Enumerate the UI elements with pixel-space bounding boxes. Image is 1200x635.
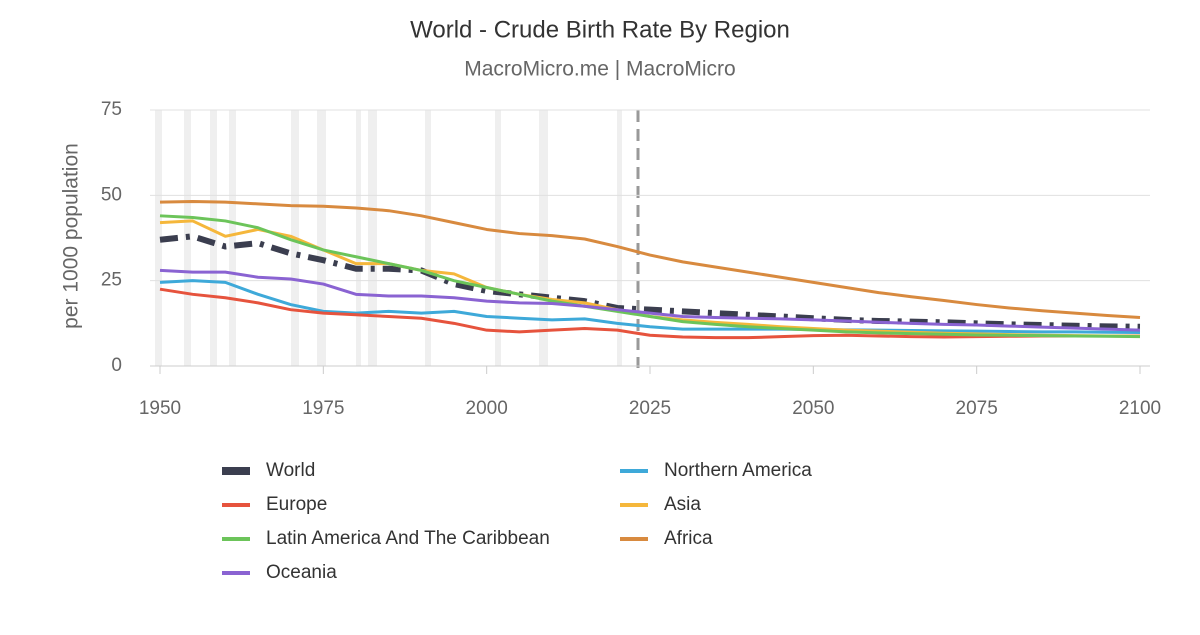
series-line [159, 233, 1141, 330]
y-axis-label: per 1000 population [60, 143, 83, 329]
recession-bands [155, 110, 622, 366]
series-line [159, 279, 1141, 335]
y-tick-label: 25 [101, 270, 122, 291]
legend-label: Oceania [266, 562, 337, 583]
x-tick-label: 2000 [466, 398, 508, 419]
legend-label: Europe [266, 494, 327, 515]
series-line [159, 214, 1141, 339]
y-tick-label: 0 [111, 355, 122, 376]
series-line [159, 287, 1140, 340]
x-tick-label: 1950 [139, 398, 181, 419]
legend-label: Latin America And The Caribbean [266, 528, 550, 549]
x-tick-label: 2075 [956, 398, 998, 419]
legend-label: World [266, 460, 315, 481]
x-tick-label: 2025 [629, 398, 671, 419]
chart-title: World - Crude Birth Rate By Region [410, 16, 790, 43]
x-tick-label: 2100 [1119, 398, 1161, 419]
y-tick-label: 75 [101, 99, 122, 120]
legend-label: Africa [664, 528, 713, 549]
series-line [159, 219, 1141, 338]
y-tick-label: 50 [101, 184, 122, 205]
x-tick-label: 1975 [302, 398, 344, 419]
legend-label: Asia [664, 494, 701, 515]
series-line [159, 199, 1141, 320]
legend-label: Northern America [664, 460, 812, 481]
series-line [159, 268, 1141, 332]
chart-subtitle: MacroMicro.me | MacroMicro [464, 58, 735, 81]
x-tick-label: 2050 [792, 398, 834, 419]
